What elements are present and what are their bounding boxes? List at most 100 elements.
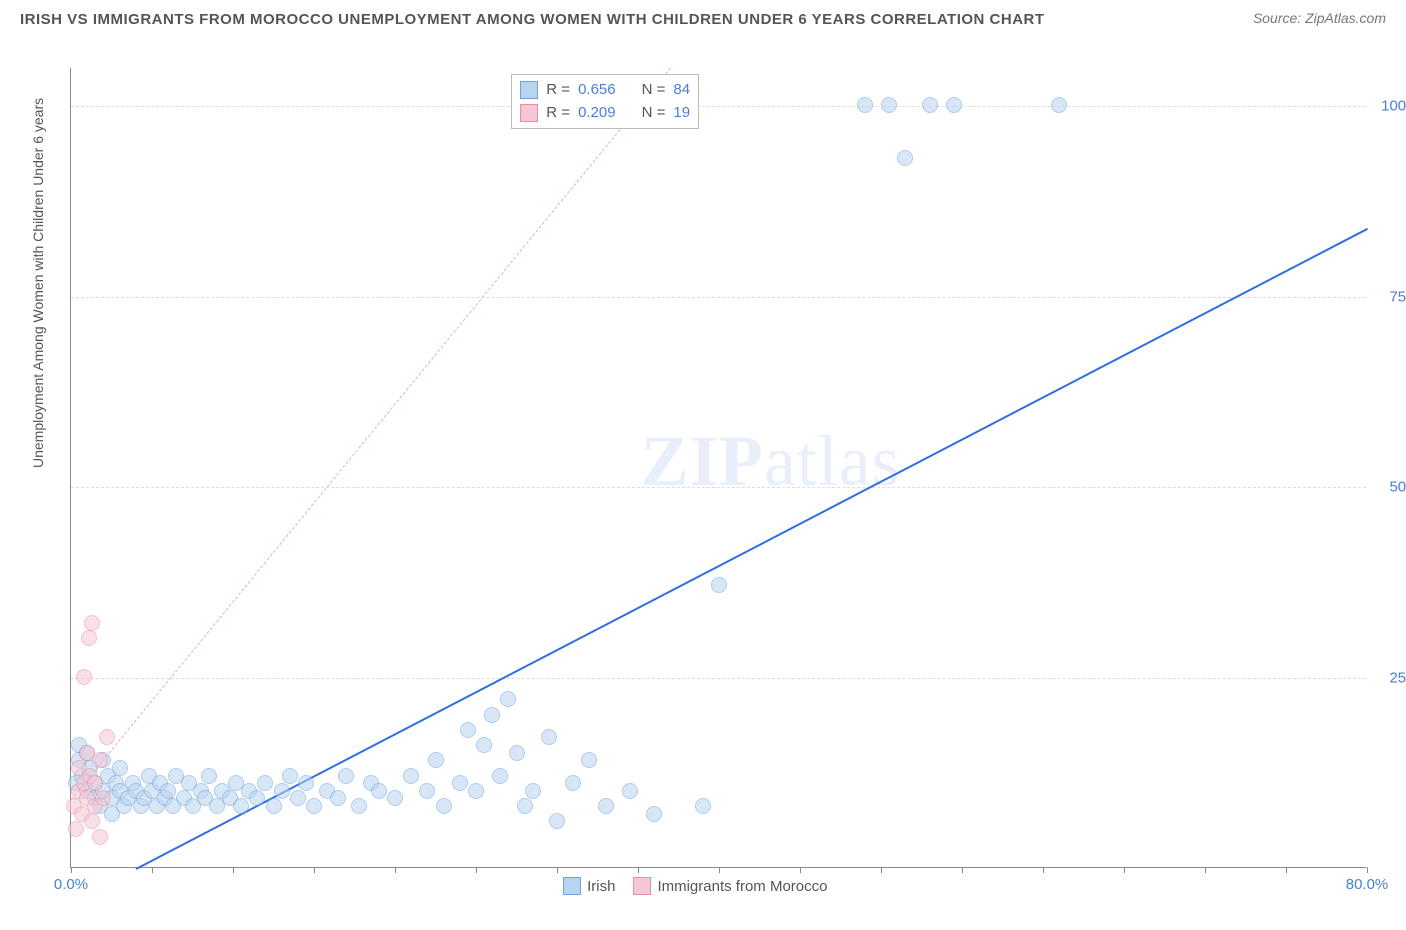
scatter-plot: ZIPatlas 25.0%50.0%75.0%100.0%0.0%80.0%R… (70, 68, 1366, 868)
data-point (306, 798, 322, 814)
legend-swatch (520, 104, 538, 122)
data-point (517, 798, 533, 814)
data-point (565, 775, 581, 791)
legend-item: Immigrants from Morocco (633, 877, 827, 895)
x-tick (1286, 867, 1287, 873)
x-tick (1043, 867, 1044, 873)
gridline (71, 678, 1366, 679)
data-point (160, 783, 176, 799)
stats-box: R = 0.656 N = 84 R = 0.209 N = 19 (511, 74, 699, 129)
legend-item: Irish (563, 877, 615, 895)
data-point (922, 97, 938, 113)
x-tick (152, 867, 153, 873)
data-point (282, 768, 298, 784)
data-point (274, 783, 290, 799)
data-point (695, 798, 711, 814)
y-tick-label: 50.0% (1372, 479, 1406, 496)
data-point (95, 790, 111, 806)
data-point (549, 813, 565, 829)
x-tick (395, 867, 396, 873)
stat-n-label: N = (642, 79, 666, 102)
gridline (71, 487, 1366, 488)
data-point (1051, 97, 1067, 113)
x-tick (881, 867, 882, 873)
data-point (525, 783, 541, 799)
trendline (71, 68, 671, 800)
trendline (135, 228, 1367, 870)
x-tick (314, 867, 315, 873)
y-axis-label: Unemployment Among Women with Children U… (30, 98, 46, 468)
data-point (387, 790, 403, 806)
stat-n-value: 84 (673, 79, 690, 102)
data-point (946, 97, 962, 113)
data-point (68, 821, 84, 837)
data-point (201, 768, 217, 784)
data-point (290, 790, 306, 806)
y-tick-label: 100.0% (1372, 98, 1406, 115)
data-point (403, 768, 419, 784)
data-point (711, 577, 727, 593)
data-point (646, 806, 662, 822)
data-point (112, 760, 128, 776)
data-point (581, 752, 597, 768)
data-point (371, 783, 387, 799)
data-point (330, 790, 346, 806)
chart-title: IRISH VS IMMIGRANTS FROM MOROCCO UNEMPLO… (20, 8, 1045, 32)
x-tick (1367, 867, 1368, 873)
x-tick (800, 867, 801, 873)
data-point (541, 729, 557, 745)
x-tick-label: 80.0% (1346, 876, 1389, 893)
x-tick-label: 0.0% (54, 876, 88, 893)
data-point (897, 150, 913, 166)
data-point (298, 775, 314, 791)
y-tick-label: 75.0% (1372, 288, 1406, 305)
stat-r-value: 0.656 (578, 79, 616, 102)
stat-r-label: R = (546, 79, 570, 102)
data-point (257, 775, 273, 791)
data-point (452, 775, 468, 791)
x-tick (71, 867, 72, 873)
legend-swatch (633, 877, 651, 895)
stats-row: R = 0.656 N = 84 (520, 79, 690, 102)
x-tick (233, 867, 234, 873)
y-tick-label: 25.0% (1372, 669, 1406, 686)
gridline (71, 297, 1366, 298)
data-point (500, 691, 516, 707)
stat-r-label: R = (546, 102, 570, 125)
data-point (249, 790, 265, 806)
legend-label: Irish (587, 878, 615, 895)
stat-n-label: N = (642, 102, 666, 125)
data-point (484, 707, 500, 723)
legend-label: Immigrants from Morocco (657, 878, 827, 895)
data-point (81, 630, 97, 646)
legend: Irish Immigrants from Morocco (563, 877, 827, 895)
stats-row: R = 0.209 N = 19 (520, 102, 690, 125)
data-point (436, 798, 452, 814)
data-point (428, 752, 444, 768)
x-tick (1205, 867, 1206, 873)
data-point (622, 783, 638, 799)
data-point (598, 798, 614, 814)
data-point (92, 829, 108, 845)
plot-container: Unemployment Among Women with Children U… (48, 68, 1386, 898)
x-tick (638, 867, 639, 873)
data-point (351, 798, 367, 814)
data-point (476, 737, 492, 753)
data-point (84, 813, 100, 829)
data-point (857, 97, 873, 113)
data-point (266, 798, 282, 814)
legend-swatch (563, 877, 581, 895)
data-point (84, 615, 100, 631)
gridline (71, 106, 1366, 107)
data-point (99, 729, 115, 745)
data-point (233, 798, 249, 814)
data-point (76, 669, 92, 685)
x-tick (557, 867, 558, 873)
data-point (419, 783, 435, 799)
data-point (881, 97, 897, 113)
stat-n-value: 19 (673, 102, 690, 125)
legend-swatch (520, 81, 538, 99)
stat-r-value: 0.209 (578, 102, 616, 125)
data-point (468, 783, 484, 799)
x-tick (476, 867, 477, 873)
